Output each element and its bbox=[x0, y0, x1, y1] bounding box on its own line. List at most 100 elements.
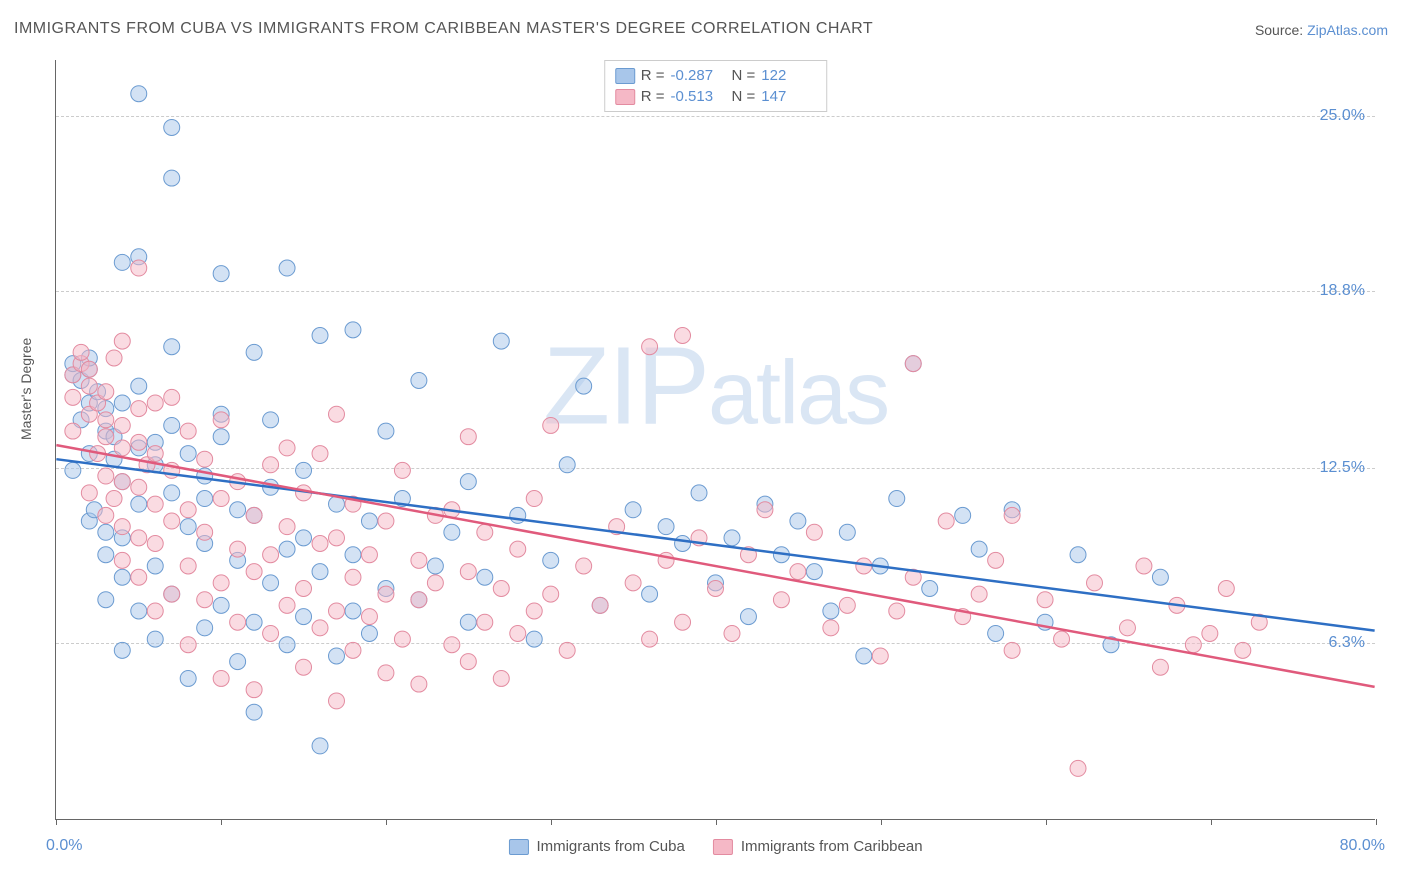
scatter-point bbox=[477, 524, 493, 540]
scatter-point bbox=[81, 361, 97, 377]
scatter-point bbox=[411, 552, 427, 568]
x-axis-max-label: 80.0% bbox=[1340, 837, 1385, 855]
y-axis-label: Master's Degree bbox=[18, 338, 34, 440]
scatter-point bbox=[642, 339, 658, 355]
scatter-point bbox=[740, 609, 756, 625]
scatter-point bbox=[65, 389, 81, 405]
x-tick bbox=[1376, 819, 1377, 825]
scatter-point bbox=[106, 491, 122, 507]
scatter-point bbox=[345, 547, 361, 563]
scatter-point bbox=[131, 530, 147, 546]
legend-swatch-caribbean bbox=[615, 89, 635, 105]
scatter-point bbox=[1202, 625, 1218, 641]
scatter-point bbox=[1037, 592, 1053, 608]
scatter-point bbox=[312, 446, 328, 462]
scatter-point bbox=[444, 637, 460, 653]
scatter-point bbox=[98, 412, 114, 428]
x-tick bbox=[1046, 819, 1047, 825]
scatter-point bbox=[988, 625, 1004, 641]
scatter-point bbox=[559, 457, 575, 473]
scatter-point bbox=[279, 440, 295, 456]
legend-n-value: 122 bbox=[761, 67, 816, 84]
scatter-point bbox=[197, 451, 213, 467]
scatter-point bbox=[757, 502, 773, 518]
scatter-point bbox=[114, 254, 130, 270]
scatter-point bbox=[477, 614, 493, 630]
legend-swatch-cuba bbox=[615, 68, 635, 84]
scatter-point bbox=[230, 614, 246, 630]
scatter-point bbox=[493, 670, 509, 686]
scatter-point bbox=[213, 266, 229, 282]
scatter-point bbox=[872, 648, 888, 664]
scatter-point bbox=[263, 575, 279, 591]
scatter-point bbox=[1235, 642, 1251, 658]
scatter-point bbox=[1004, 507, 1020, 523]
scatter-point bbox=[329, 648, 345, 664]
scatter-point bbox=[296, 609, 312, 625]
legend-label: Immigrants from Caribbean bbox=[741, 838, 923, 855]
trend-line bbox=[56, 459, 1374, 630]
scatter-point bbox=[114, 519, 130, 535]
scatter-point bbox=[164, 119, 180, 135]
scatter-point bbox=[361, 625, 377, 641]
scatter-point bbox=[114, 417, 130, 433]
scatter-point bbox=[114, 333, 130, 349]
scatter-point bbox=[147, 496, 163, 512]
legend-item-cuba: Immigrants from Cuba bbox=[508, 838, 684, 855]
legend-label: Immigrants from Cuba bbox=[536, 838, 684, 855]
scatter-point bbox=[724, 530, 740, 546]
scatter-point bbox=[361, 547, 377, 563]
scatter-point bbox=[279, 637, 295, 653]
scatter-point bbox=[246, 344, 262, 360]
source-link[interactable]: ZipAtlas.com bbox=[1307, 22, 1388, 38]
scatter-point bbox=[131, 434, 147, 450]
scatter-point bbox=[510, 625, 526, 641]
scatter-point bbox=[922, 580, 938, 596]
scatter-point bbox=[131, 401, 147, 417]
scatter-point bbox=[312, 620, 328, 636]
source-attribution: Source: ZipAtlas.com bbox=[1255, 22, 1388, 38]
scatter-point bbox=[114, 440, 130, 456]
scatter-point bbox=[625, 502, 641, 518]
scatter-point bbox=[98, 384, 114, 400]
scatter-point bbox=[708, 580, 724, 596]
scatter-point bbox=[296, 530, 312, 546]
scatter-point bbox=[230, 502, 246, 518]
scatter-point bbox=[180, 446, 196, 462]
scatter-point bbox=[263, 457, 279, 473]
scatter-point bbox=[510, 541, 526, 557]
correlation-legend: R = -0.287 N = 122 R = -0.513 N = 147 bbox=[604, 60, 828, 112]
scatter-point bbox=[361, 513, 377, 529]
legend-row: R = -0.287 N = 122 bbox=[615, 65, 817, 86]
scatter-point bbox=[361, 609, 377, 625]
scatter-point bbox=[312, 738, 328, 754]
scatter-point bbox=[460, 564, 476, 580]
scatter-point bbox=[675, 327, 691, 343]
scatter-point bbox=[213, 670, 229, 686]
x-tick bbox=[881, 819, 882, 825]
scatter-point bbox=[131, 378, 147, 394]
scatter-point bbox=[279, 519, 295, 535]
scatter-point bbox=[164, 170, 180, 186]
scatter-point bbox=[164, 586, 180, 602]
scatter-point bbox=[114, 395, 130, 411]
scatter-point bbox=[889, 491, 905, 507]
scatter-point bbox=[164, 389, 180, 405]
scatter-point bbox=[279, 597, 295, 613]
legend-n-label: N = bbox=[732, 88, 756, 105]
scatter-point bbox=[493, 333, 509, 349]
scatter-point bbox=[147, 558, 163, 574]
scatter-point bbox=[263, 412, 279, 428]
scatter-point bbox=[1152, 659, 1168, 675]
scatter-point bbox=[460, 614, 476, 630]
scatter-point bbox=[559, 642, 575, 658]
scatter-point bbox=[197, 592, 213, 608]
scatter-point bbox=[180, 637, 196, 653]
scatter-point bbox=[839, 524, 855, 540]
scatter-point bbox=[164, 417, 180, 433]
scatter-point bbox=[823, 620, 839, 636]
scatter-point bbox=[312, 564, 328, 580]
scatter-point bbox=[164, 485, 180, 501]
scatter-point bbox=[246, 682, 262, 698]
scatter-point bbox=[213, 575, 229, 591]
